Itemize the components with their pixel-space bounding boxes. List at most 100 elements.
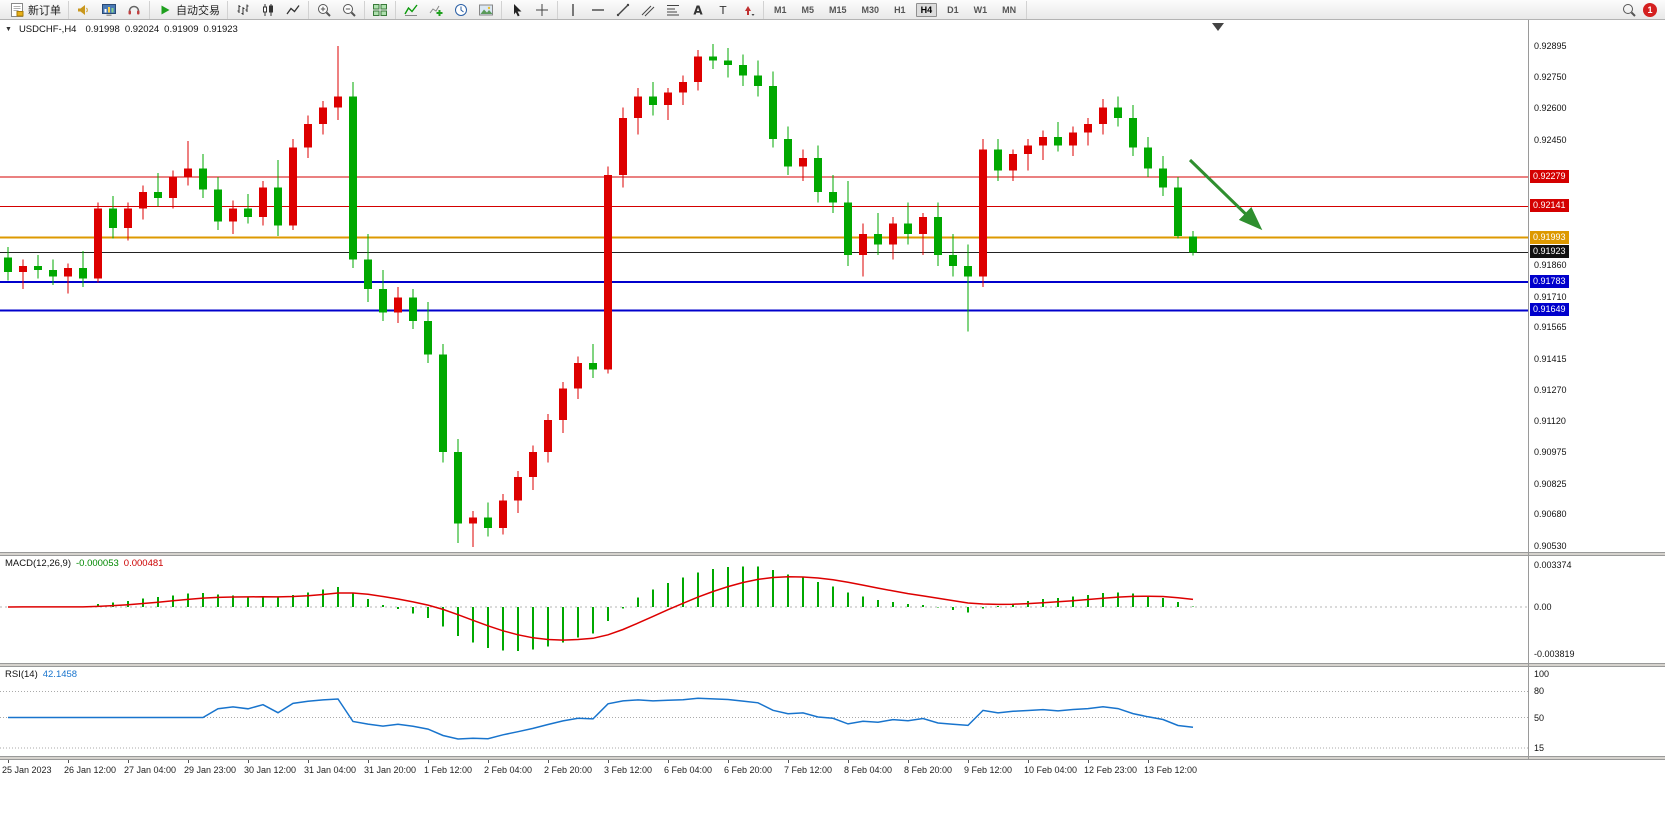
- trendline-tool-button[interactable]: [612, 1, 634, 18]
- timeframe-button-w1[interactable]: W1: [973, 4, 988, 15]
- vline-tool-button[interactable]: [562, 1, 584, 18]
- timeframe-button-m5[interactable]: M5: [801, 4, 815, 15]
- fibonacci-icon: [665, 2, 681, 18]
- rsi-pane-chart[interactable]: [0, 667, 1528, 756]
- candle-body: [724, 60, 732, 65]
- time-axis-label: 3 Feb 12:00: [604, 765, 653, 775]
- price-axis-label: 0.90530: [1534, 541, 1567, 551]
- timeframe-button-h4[interactable]: H4: [915, 2, 938, 17]
- andrews-tool-button[interactable]: A: [687, 1, 709, 18]
- support-button[interactable]: [123, 1, 145, 18]
- pane-splitter[interactable]: [0, 552, 1665, 556]
- time-tick: [68, 760, 69, 763]
- candle-body: [1084, 124, 1092, 133]
- timeframe-button-m15[interactable]: M15: [829, 4, 847, 15]
- candle-body: [94, 208, 102, 279]
- candle-body: [364, 259, 372, 290]
- time-axis-label: 2 Feb 04:00: [484, 765, 533, 775]
- toolbar-group: [365, 0, 396, 19]
- candle-body: [604, 174, 612, 370]
- charts-icon: [101, 2, 117, 18]
- zoom-in-icon: [316, 2, 332, 18]
- candle-body: [1054, 136, 1062, 146]
- candle-body: [379, 289, 387, 313]
- add-indicator-icon: [428, 2, 444, 18]
- hline-tool-button[interactable]: [587, 1, 609, 18]
- candle-body: [1189, 236, 1197, 253]
- arrows-tool-button[interactable]: [737, 1, 759, 18]
- toolbar-group: M1 M5 M15 M30 H1 H4 D1 W1 MN: [764, 0, 1028, 19]
- candle-body: [334, 96, 342, 108]
- timeframe-button-h1[interactable]: H1: [894, 4, 906, 15]
- add-indicator-button[interactable]: [425, 1, 447, 18]
- indicators-button[interactable]: [400, 1, 422, 18]
- time-axis-label: 9 Feb 12:00: [964, 765, 1013, 775]
- pane-splitter[interactable]: [0, 663, 1665, 667]
- macd-pane-chart[interactable]: [0, 556, 1528, 663]
- toolbar-group: [228, 0, 309, 19]
- text-tool-button[interactable]: T: [712, 1, 734, 18]
- timeframe-button-m30[interactable]: M30: [861, 4, 880, 15]
- time-axis-label: 10 Feb 04:00: [1024, 765, 1078, 775]
- zoom-in-button[interactable]: [313, 1, 335, 18]
- tile-windows-button[interactable]: [369, 1, 391, 18]
- macd-name: MACD(12,26,9): [5, 558, 71, 569]
- zoom-out-button[interactable]: [338, 1, 360, 18]
- candle-body: [994, 149, 1002, 171]
- candle-body: [4, 257, 12, 273]
- price-axis-label: 0.91120: [1534, 416, 1566, 427]
- candle-body: [229, 208, 237, 222]
- channel-tool-button[interactable]: [637, 1, 659, 18]
- bar-chart-button[interactable]: [232, 1, 254, 18]
- cursor-button[interactable]: [506, 1, 528, 18]
- charts-button[interactable]: [98, 1, 120, 18]
- pane-splitter[interactable]: [0, 756, 1665, 760]
- templates-button[interactable]: [475, 1, 497, 18]
- new-order-button[interactable]: 新订单: [6, 1, 64, 18]
- candle-body: [409, 297, 417, 321]
- price-axis-label: 0.90975: [1534, 446, 1567, 457]
- candle-chart-button[interactable]: [257, 1, 279, 18]
- alerts-button[interactable]: [73, 1, 95, 18]
- time-axis-label: 6 Feb 20:00: [724, 765, 773, 775]
- vertical-line-icon: [565, 2, 581, 18]
- timeframe-button-m1[interactable]: M1: [774, 4, 787, 15]
- time-tick: [728, 760, 729, 763]
- time-tick: [1028, 760, 1029, 763]
- search-icon[interactable]: [1621, 2, 1637, 18]
- time-axis-label: 1 Feb 12:00: [424, 765, 473, 775]
- toolbar-group: [396, 0, 502, 19]
- horn-icon: [76, 2, 92, 18]
- main-chart[interactable]: [0, 20, 1528, 552]
- candle-body: [139, 191, 147, 209]
- chart-shift-marker[interactable]: [1212, 23, 1224, 31]
- price-axis-label: 0.92600: [1534, 103, 1567, 114]
- candle-body: [769, 86, 777, 139]
- candle-body: [64, 267, 72, 277]
- candle-body: [664, 92, 672, 106]
- chart-header: ▼ USDCHF-,H4 0.91998 0.92024 0.91909 0.9…: [5, 24, 238, 35]
- candle-body: [934, 217, 942, 256]
- crosshair-button[interactable]: [531, 1, 553, 18]
- time-tick: [248, 760, 249, 763]
- autotrade-button[interactable]: 自动交易: [154, 1, 223, 18]
- fibonacci-tool-button[interactable]: [662, 1, 684, 18]
- candle-body: [784, 138, 792, 167]
- line-chart-button[interactable]: [282, 1, 304, 18]
- trend-arrow[interactable]: [1188, 158, 1263, 231]
- price-badge: 0.91993: [1530, 230, 1569, 244]
- candle-body: [889, 223, 897, 245]
- symbol-dropdown-icon[interactable]: ▼: [5, 26, 12, 33]
- time-tick: [608, 760, 609, 763]
- template-image-icon: [478, 2, 494, 18]
- timeframe-button-d1[interactable]: D1: [947, 4, 959, 15]
- candle-body: [49, 270, 57, 277]
- trendline-icon: [615, 2, 631, 18]
- candle-body: [1039, 136, 1047, 146]
- price-axis-label: 0.92750: [1534, 71, 1567, 82]
- time-axis-label: 31 Jan 04:00: [304, 765, 357, 775]
- timeframe-button-mn[interactable]: MN: [1002, 4, 1017, 15]
- notification-badge[interactable]: 1: [1643, 2, 1657, 17]
- price-axis-label: 0.92450: [1534, 135, 1567, 146]
- periods-button[interactable]: [450, 1, 472, 18]
